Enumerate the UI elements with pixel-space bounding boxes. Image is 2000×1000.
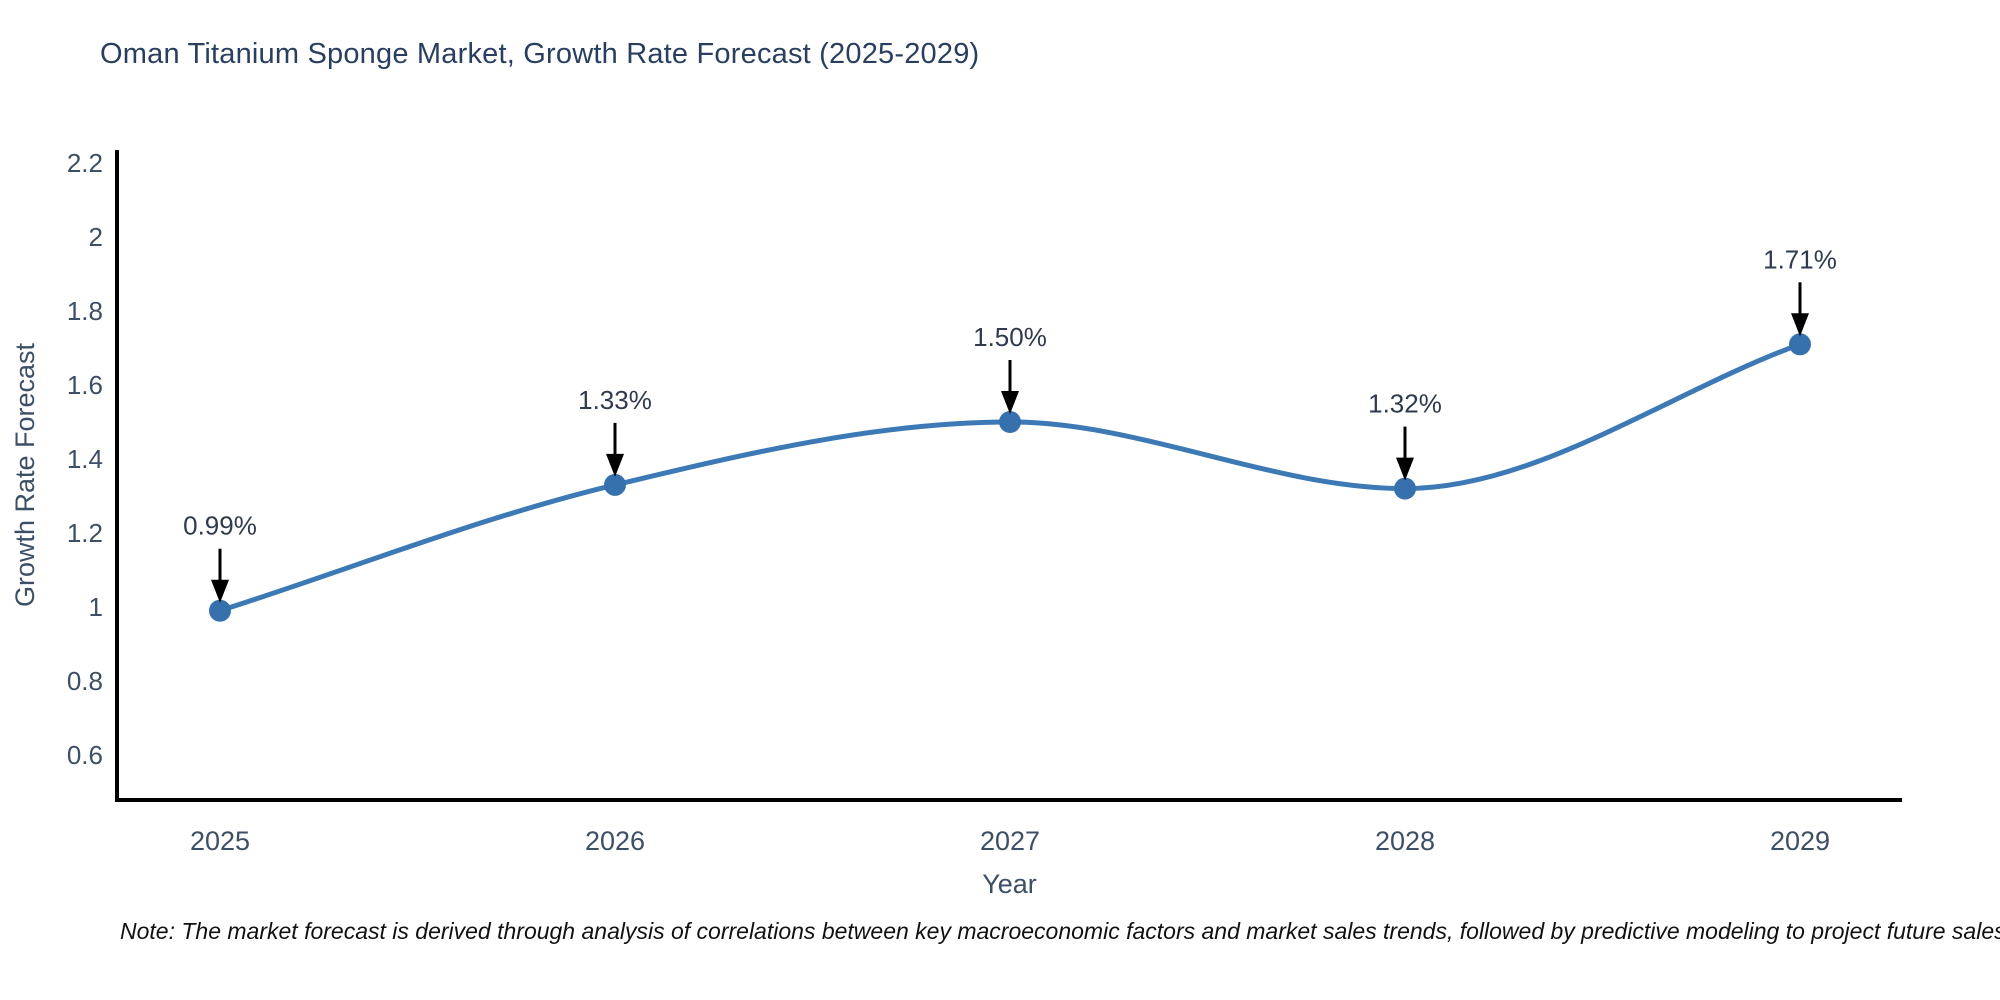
footnote: Note: The market forecast is derived thr… — [120, 918, 2000, 944]
y-tick-label: 2 — [89, 222, 103, 252]
annotation-arrow-head — [1396, 457, 1414, 481]
y-tick-label: 2.2 — [67, 148, 103, 178]
y-tick-label: 1.6 — [67, 370, 103, 400]
x-tick-label: 2027 — [980, 826, 1040, 856]
y-axis-title: Growth Rate Forecast — [10, 342, 40, 607]
x-axis-title: Year — [982, 869, 1037, 899]
data-point-label: 1.50% — [973, 322, 1047, 352]
y-tick-label: 0.6 — [67, 740, 103, 770]
y-tick-label: 1.2 — [67, 518, 103, 548]
data-point-label: 1.71% — [1763, 244, 1837, 274]
x-tick-label: 2029 — [1770, 826, 1830, 856]
y-tick-label: 0.8 — [67, 666, 103, 696]
y-tick-label: 1.8 — [67, 296, 103, 326]
x-tick-label: 2025 — [190, 826, 250, 856]
data-point-marker — [1394, 477, 1416, 500]
annotation-arrow-head — [211, 579, 229, 603]
data-point-marker — [209, 599, 231, 622]
data-point-label: 1.33% — [578, 385, 652, 415]
annotation-arrow-head — [1791, 313, 1809, 337]
chart-title: Oman Titanium Sponge Market, Growth Rate… — [100, 38, 980, 70]
y-tick-label: 1.4 — [67, 444, 103, 474]
x-tick-label: 2026 — [585, 826, 645, 856]
data-point-label: 1.32% — [1368, 389, 1442, 419]
x-tick-label: 2028 — [1375, 826, 1435, 856]
data-point-label: 0.99% — [183, 511, 257, 541]
y-tick-label: 1 — [89, 592, 103, 622]
data-point-marker — [999, 411, 1021, 433]
annotation-arrow-head — [1001, 391, 1019, 414]
data-point-marker — [1789, 333, 1811, 356]
annotation-arrow-head — [606, 453, 624, 477]
data-point-marker — [604, 473, 626, 496]
